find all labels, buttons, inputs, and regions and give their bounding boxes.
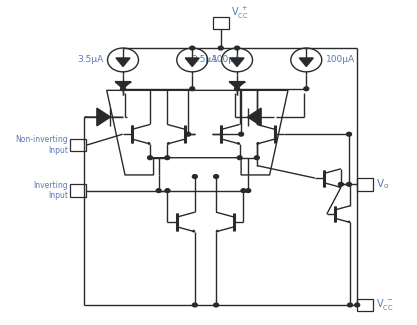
Text: Non-inverting
Input: Non-inverting Input [15, 136, 68, 155]
Circle shape [165, 189, 170, 192]
Circle shape [165, 156, 170, 160]
Polygon shape [167, 142, 170, 144]
Text: $\mathregular{V_{CC}^{\ +}}$: $\mathregular{V_{CC}^{\ +}}$ [231, 5, 249, 21]
Circle shape [254, 156, 259, 160]
Polygon shape [116, 58, 130, 67]
Circle shape [339, 182, 343, 186]
Polygon shape [216, 230, 219, 232]
Circle shape [214, 303, 219, 307]
Circle shape [347, 182, 352, 186]
Polygon shape [237, 142, 240, 144]
Text: $\mathregular{V_{CC}^{\ -}}$: $\mathregular{V_{CC}^{\ -}}$ [376, 297, 393, 313]
Polygon shape [148, 142, 150, 144]
Bar [357, 299, 374, 311]
Polygon shape [115, 82, 131, 89]
Text: 100μA: 100μA [212, 56, 241, 64]
Polygon shape [348, 221, 350, 222]
Polygon shape [97, 108, 111, 126]
Text: 3.5μA: 3.5μA [77, 56, 103, 64]
Circle shape [192, 303, 197, 307]
Bar [213, 17, 229, 29]
Circle shape [219, 46, 223, 50]
Polygon shape [339, 186, 341, 188]
Circle shape [355, 303, 359, 307]
Circle shape [347, 132, 352, 136]
Circle shape [186, 132, 191, 136]
Circle shape [156, 189, 161, 192]
Bar [357, 178, 374, 191]
Circle shape [241, 189, 246, 192]
Circle shape [348, 303, 352, 307]
Polygon shape [299, 58, 313, 67]
Circle shape [237, 156, 242, 160]
Polygon shape [257, 142, 259, 144]
Circle shape [190, 46, 195, 50]
Circle shape [235, 87, 239, 91]
Circle shape [304, 87, 309, 91]
Circle shape [235, 46, 239, 50]
Bar [70, 139, 86, 151]
Polygon shape [193, 230, 195, 232]
Circle shape [121, 87, 126, 91]
Polygon shape [248, 108, 261, 126]
Text: 3.5μA: 3.5μA [191, 56, 218, 64]
Text: Inverting
Input: Inverting Input [33, 181, 68, 200]
Text: 100μA: 100μA [326, 56, 355, 64]
Polygon shape [230, 58, 244, 67]
Circle shape [190, 87, 195, 91]
Circle shape [148, 156, 153, 160]
Text: $\mathregular{V_o}$: $\mathregular{V_o}$ [376, 177, 389, 191]
Circle shape [214, 175, 219, 178]
Circle shape [239, 132, 244, 136]
Polygon shape [185, 58, 199, 67]
Polygon shape [229, 82, 245, 89]
Bar [70, 184, 86, 197]
Circle shape [246, 189, 251, 192]
Circle shape [192, 175, 197, 178]
